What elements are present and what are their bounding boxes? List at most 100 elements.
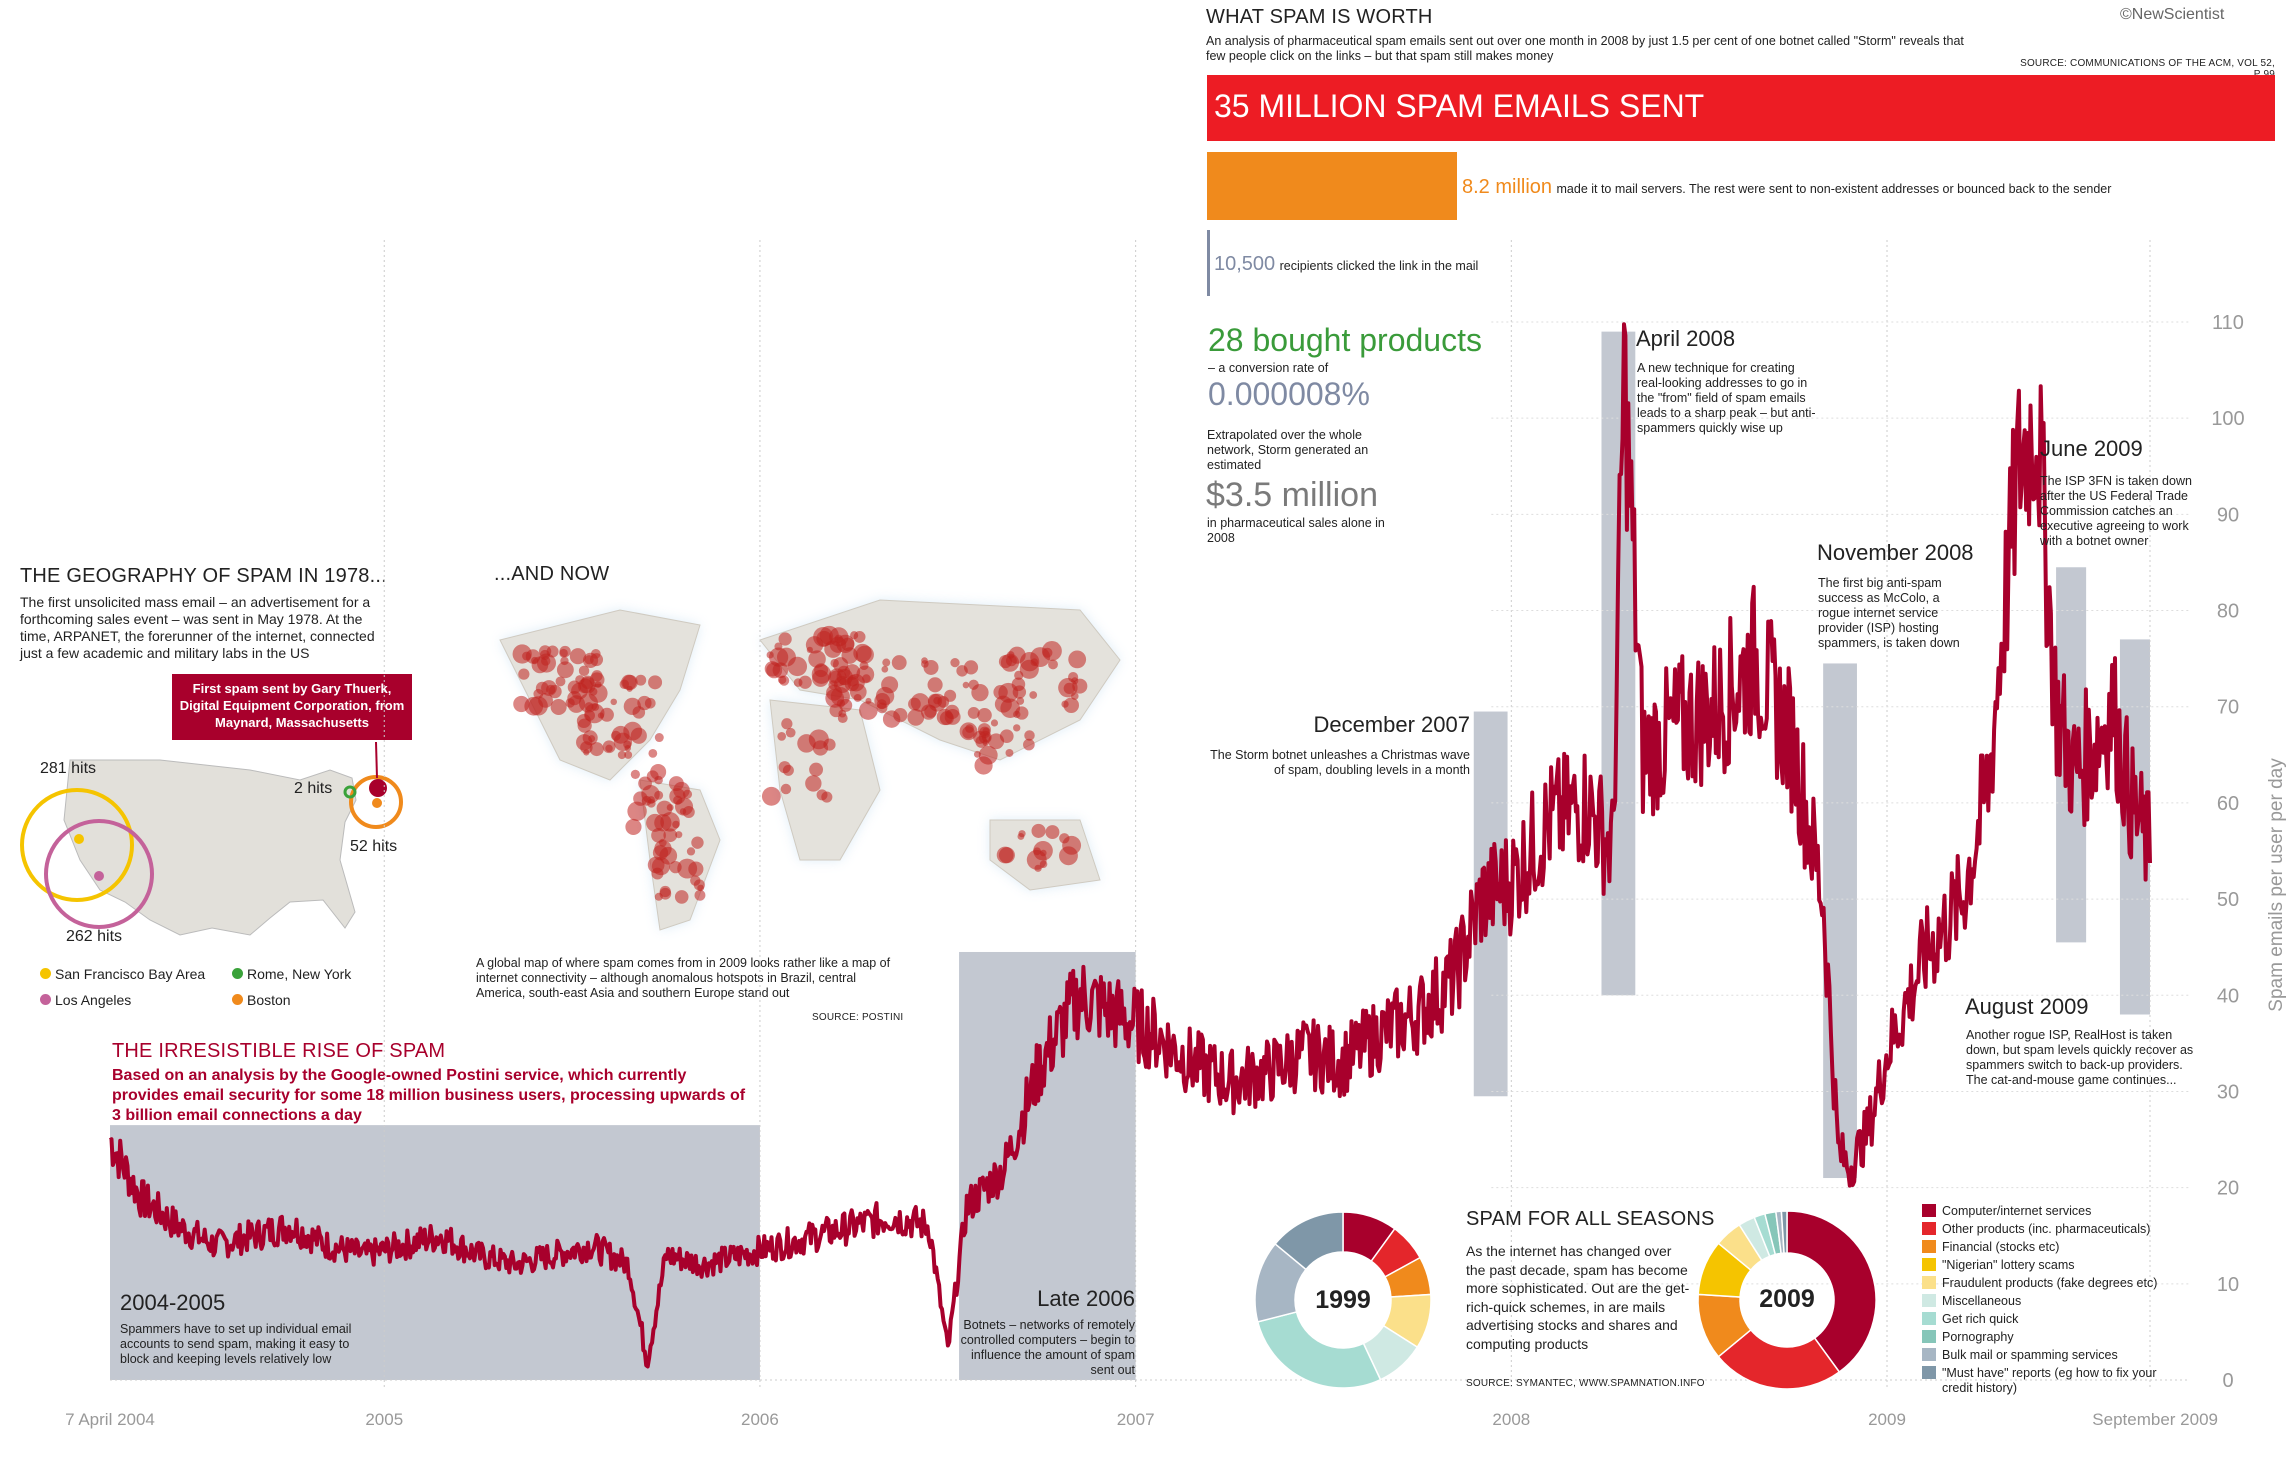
spam-dot: [535, 681, 549, 695]
x-tick-label: 2005: [365, 1410, 403, 1429]
spam-dot: [839, 678, 847, 686]
legend-dot: [232, 968, 243, 979]
delivered-line: 8.2 million made it to mail servers. The…: [1462, 176, 2111, 199]
conversion-rate: 0.000008%: [1208, 376, 1370, 412]
spam-dot: [589, 742, 604, 757]
spam-dot: [648, 675, 663, 690]
spam-dot: [787, 656, 808, 677]
spam-dot: [1045, 825, 1060, 840]
delivered-text: made it to mail servers. The rest were s…: [1556, 182, 2112, 196]
spam-dot: [659, 887, 672, 900]
spam-dot: [578, 665, 590, 677]
event-2004-text: Spammers have to set up individual email…: [120, 1322, 352, 1366]
spam-dot: [691, 836, 704, 849]
spam-dot: [674, 890, 689, 904]
spam-dot: [876, 699, 887, 710]
spam-dot: [834, 634, 843, 644]
y-tick-label: 50: [2217, 889, 2239, 911]
sent-bar: [1207, 75, 2275, 141]
delivered-bar: [1207, 152, 1457, 220]
spam-dot: [944, 689, 957, 702]
legend-swatch: [1922, 1312, 1936, 1325]
spam-dot: [1063, 697, 1079, 714]
seasons-text: As the internet has changed over the pas…: [1466, 1243, 1690, 1352]
chart-grid: [110, 240, 2190, 1388]
spam-dot: [548, 684, 562, 699]
worth-title: WHAT SPAM IS WORTH: [1206, 6, 1433, 28]
geo-legend-la: Los Angeles: [40, 992, 131, 1008]
y-tick-label: 20: [2217, 1178, 2239, 1200]
spam-dot: [584, 710, 595, 721]
legend-item: Bulk mail or spamming services: [1922, 1348, 2162, 1363]
pie-slice: [1256, 1311, 1382, 1389]
first-spam-callout: First spam sent by Gary Thuerk, Digital …: [172, 674, 412, 740]
spam-dot: [812, 740, 829, 756]
spam-dot: [828, 680, 838, 690]
spam-dot: [605, 744, 613, 753]
spam-dot: [988, 733, 1005, 750]
rome-hits-circle: [343, 785, 357, 799]
sf-hits-label: 281 hits: [40, 760, 97, 777]
spam-dot: [627, 801, 647, 821]
geo-title: THE GEOGRAPHY OF SPAM IN 1978...: [20, 565, 387, 587]
boston-dot: [372, 798, 382, 808]
legend-swatch: [1922, 1204, 1936, 1217]
spam-dot: [977, 707, 992, 723]
spam-dot: [594, 681, 602, 688]
spam-dot: [539, 649, 550, 660]
spam-dot: [962, 726, 975, 739]
spam-dot: [518, 668, 530, 680]
legend-swatch: [1922, 1330, 1936, 1343]
event-dec2007-text: The Storm botnet unleashes a Christmas w…: [1210, 748, 1470, 777]
y-tick-label: 0: [2222, 1370, 2233, 1392]
spam-dot: [971, 683, 989, 702]
spam-dot: [528, 696, 548, 716]
spam-dot: [623, 740, 632, 749]
seasons-legend: Computer/internet services Other product…: [1922, 1204, 2162, 1399]
worth-source: SOURCE: COMMUNICATIONS OF THE ACM, VOL 5…: [2020, 58, 2275, 80]
y-tick-label: 90: [2217, 504, 2239, 526]
spam-dot: [555, 676, 566, 687]
spam-dot: [1029, 691, 1038, 699]
geo-legend-boston: Boston: [232, 992, 291, 1008]
event-dec2007-title: December 2007: [1313, 712, 1470, 737]
spam-dot: [853, 693, 862, 702]
event-late2006-title: Late 2006: [1037, 1286, 1135, 1311]
geo-legend-rome: Rome, New York: [232, 966, 351, 982]
pie-slice: [1780, 1210, 1788, 1254]
spam-dot: [1023, 738, 1035, 751]
pie-2009-label: 2009: [1759, 1285, 1815, 1313]
spam-dot: [781, 718, 793, 730]
spam-dot: [816, 789, 828, 801]
spam-dot: [974, 756, 993, 775]
seasons-title: SPAM FOR ALL SEASONS: [1466, 1208, 1715, 1230]
event-aug2009-text: Another rogue ISP, RealHost is taken dow…: [1966, 1028, 2194, 1087]
spam-dot: [1039, 860, 1048, 869]
spam-dot: [651, 867, 664, 880]
spam-dot: [882, 658, 891, 667]
spam-dot: [778, 632, 792, 646]
event-apr2008-text: A new technique for creating real-lookin…: [1637, 361, 1816, 435]
legend-swatch: [1922, 1222, 1936, 1235]
us-map: [20, 741, 403, 936]
spam-dot: [785, 727, 796, 738]
y-tick-label: 60: [2217, 793, 2239, 815]
pie-slice: [1274, 1211, 1344, 1271]
spam-dot: [556, 661, 574, 679]
spam-dot: [669, 860, 682, 874]
spam-dot: [847, 673, 865, 692]
y-axis-ticks: 0 10 20 30 40 50 60 70 80 90 100 110: [2211, 312, 2244, 1392]
bought-products: 28 bought products: [1208, 322, 1482, 358]
spam-dot: [550, 698, 567, 716]
rise-title: THE IRRESISTIBLE RISE OF SPAM: [112, 1040, 446, 1062]
sales-tail: in pharmaceutical sales alone in 2008: [1207, 516, 1385, 545]
pie-2009: [1697, 1210, 1877, 1390]
boston-hits-label: 52 hits: [350, 838, 398, 855]
spam-dot: [1014, 670, 1024, 680]
la-dot: [94, 871, 104, 881]
spam-dot: [1031, 823, 1046, 838]
spam-dot: [635, 674, 647, 686]
spam-dot: [624, 750, 633, 759]
spam-dot: [963, 660, 979, 675]
